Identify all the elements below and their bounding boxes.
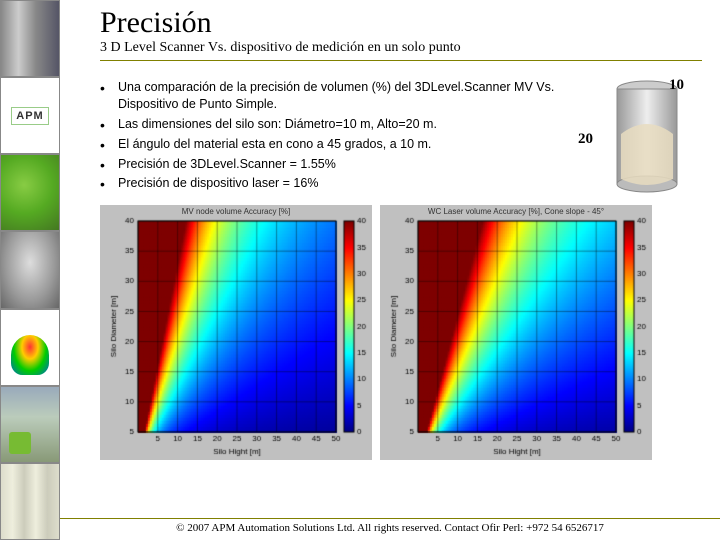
thumb-sensor [0, 154, 60, 231]
page-title: Precisión [100, 6, 702, 40]
chart-right: WC Laser volume Accuracy [%], Cone slope… [380, 205, 652, 460]
chart-right-title: WC Laser volume Accuracy [%], Cone slope… [380, 207, 652, 216]
bullet-item: Precisión de dispositivo laser = 16% [100, 175, 582, 192]
thumb-3dplot [0, 309, 60, 386]
chart-left-title: MV node volume Accuracy [%] [100, 207, 372, 216]
silo-figure: 10 20 [592, 79, 702, 197]
chart-right-canvas [380, 205, 652, 460]
thumb-field [0, 386, 60, 463]
thumb-silos [0, 463, 60, 540]
main-content: Precisión 3 D Level Scanner Vs. disposit… [60, 0, 720, 540]
charts-row: MV node volume Accuracy [%] WC Laser vol… [100, 205, 702, 460]
thumb-logo: APM [0, 77, 60, 154]
silo-label-height: 20 [578, 131, 593, 148]
bullet-item: Precisión de 3DLevel.Scanner = 1.55% [100, 156, 582, 173]
page-subtitle: 3 D Level Scanner Vs. dispositivo de med… [100, 40, 702, 61]
chart-left: MV node volume Accuracy [%] [100, 205, 372, 460]
thumb-silo [0, 0, 60, 77]
silo-label-width: 10 [669, 77, 684, 94]
bullet-item: Las dimensiones del silo son: Diámetro=1… [100, 116, 582, 133]
chart-left-canvas [100, 205, 372, 460]
bullet-item: Una comparación de la precisión de volum… [100, 79, 582, 113]
silo-icon [611, 79, 683, 197]
bullet-list: Una comparación de la precisión de volum… [100, 79, 582, 197]
sidebar: APM [0, 0, 60, 540]
thumb-device [0, 231, 60, 308]
footer: © 2007 APM Automation Solutions Ltd. All… [60, 518, 720, 534]
content-row: Una comparación de la precisión de volum… [100, 79, 702, 197]
bullet-item: El ángulo del material esta en cono a 45… [100, 136, 582, 153]
